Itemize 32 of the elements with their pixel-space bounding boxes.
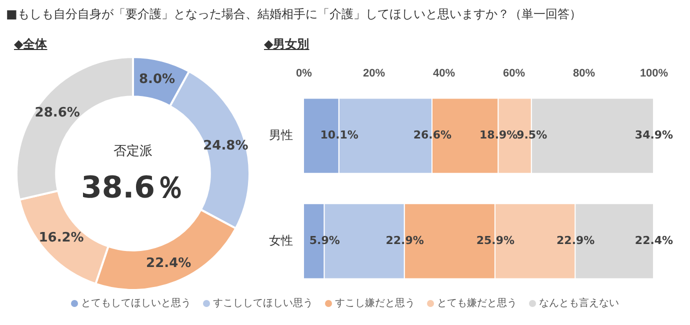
chart-subtitle: ◆全体 [14, 36, 48, 53]
x-tick-label: 0% [296, 68, 312, 80]
data-label: 25.9% [476, 234, 515, 248]
data-label: 22.4% [146, 256, 192, 271]
chart-title: ◆男女別 [264, 36, 310, 53]
legend-label: すこし嫌だと思う [334, 298, 415, 309]
x-tick-label: 60% [502, 68, 526, 80]
data-label: 8.0% [139, 72, 176, 88]
data-label: 16.2% [38, 230, 84, 246]
legend-label: とても嫌だと思う [436, 298, 517, 309]
chart-title: ■もしも自分自身が「要介護」となった場合、結婚相手に「介護」してほしいと思いますか？（単一回答） [6, 6, 582, 23]
x-tick-label: 80% [572, 68, 596, 80]
legend-label: とてもしてほしいと思う [80, 298, 191, 309]
data-label: 10.1% [320, 128, 358, 142]
y-tick-label: 男性 [269, 128, 293, 142]
legend-label: すこししてほしい思う [212, 298, 313, 309]
x-tick-label: 100% [640, 68, 668, 80]
data-label: 34.9% [634, 128, 674, 142]
text: 否定派 [114, 144, 152, 159]
data-label: 5.9% [309, 234, 340, 248]
data-label: 9.5% [516, 128, 548, 142]
data-label: 22.9% [556, 234, 595, 248]
data-label: 18.9% [480, 128, 518, 142]
data-label: 22.9% [386, 234, 424, 248]
y-tick-label: 女性 [269, 233, 293, 248]
data-label: 22.4% [634, 234, 674, 248]
legend-label: なんとも言えない [538, 298, 619, 309]
data-label: 28.6% [34, 106, 80, 121]
text: 38.6％ [80, 170, 186, 206]
x-tick-label: 20% [362, 68, 386, 80]
x-tick-label: 40% [432, 68, 456, 80]
data-label: 24.8% [203, 138, 248, 154]
